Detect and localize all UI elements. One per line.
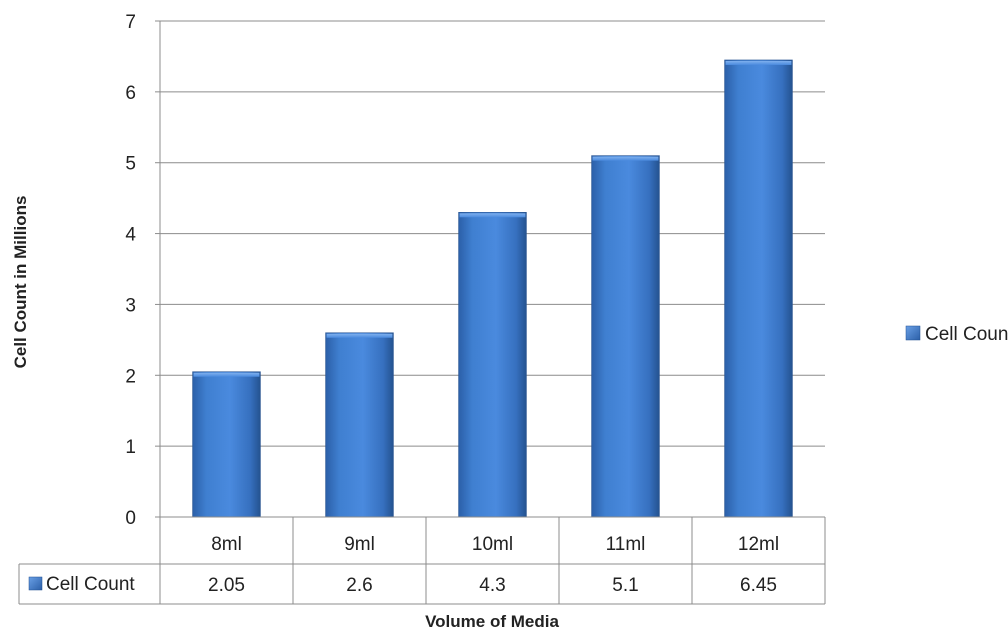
y-tick-labels: 0 1 2 3 4 5 6 7 bbox=[125, 12, 136, 529]
y-tick-label: 4 bbox=[125, 225, 136, 246]
y-axis-title: Cell Count in Millions bbox=[11, 196, 30, 369]
bar-8ml bbox=[192, 371, 261, 518]
legend-label-cell-count: Cell Count bbox=[925, 324, 1008, 345]
bar-11ml bbox=[591, 155, 660, 518]
bar-10ml bbox=[458, 212, 527, 518]
y-tick-label: 1 bbox=[125, 437, 136, 458]
y-tick-label: 0 bbox=[125, 508, 136, 529]
y-tick-label: 6 bbox=[125, 83, 136, 104]
bar-highlight bbox=[725, 60, 792, 65]
data-label: 4.3 bbox=[479, 575, 505, 596]
y-tick-label: 5 bbox=[125, 154, 136, 175]
legend: Cell Count bbox=[905, 324, 1008, 345]
data-label: 2.05 bbox=[208, 575, 245, 596]
x-axis-title: Volume of Media bbox=[425, 612, 559, 631]
x-category-label: 9ml bbox=[344, 534, 375, 555]
table-legend-key bbox=[28, 576, 43, 591]
bar-highlight bbox=[459, 213, 526, 218]
data-label: 2.6 bbox=[346, 575, 372, 596]
x-category-label: 12ml bbox=[738, 534, 779, 555]
bar-9ml bbox=[325, 332, 394, 518]
x-category-label: 8ml bbox=[211, 534, 242, 555]
x-category-label: 10ml bbox=[472, 534, 513, 555]
bar-highlight bbox=[592, 156, 659, 161]
bar-highlight bbox=[193, 372, 260, 377]
y-tick-label: 2 bbox=[125, 366, 136, 387]
data-label: 5.1 bbox=[612, 575, 638, 596]
bars bbox=[192, 59, 793, 518]
bar-12ml bbox=[724, 59, 793, 518]
bar-highlight bbox=[326, 333, 393, 338]
data-table: 8ml 2.05 9ml 2.6 10ml 4.3 11ml 5.1 12ml 6.45 Cell … bbox=[18, 516, 826, 605]
x-category-label: 11ml bbox=[606, 534, 646, 555]
y-tick-label: 7 bbox=[125, 12, 136, 33]
y-tick-label: 3 bbox=[125, 295, 136, 316]
data-label: 6.45 bbox=[740, 575, 777, 596]
table-row-header: Cell Count bbox=[46, 574, 135, 595]
legend-key-cell-count bbox=[905, 325, 921, 341]
